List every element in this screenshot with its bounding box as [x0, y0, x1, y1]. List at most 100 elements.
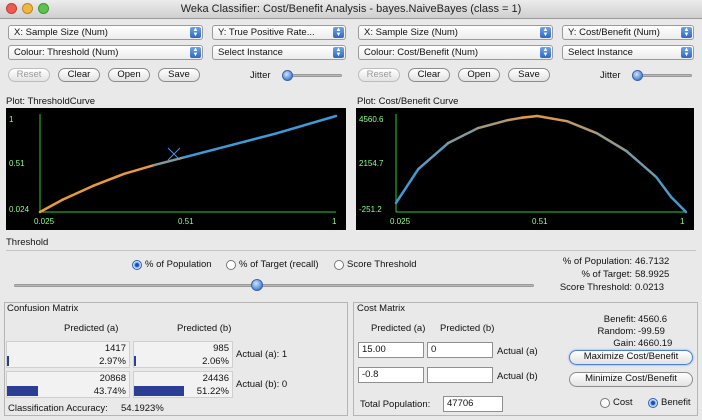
- left-instance-select[interactable]: Select Instance ▲ ▼: [212, 45, 346, 60]
- confusion-bb-percent: 51.22%: [196, 386, 229, 397]
- cost-benefit-curve-segment: [669, 195, 688, 214]
- right-colour-select[interactable]: Colour: Cost/Benefit (Num) ▲ ▼: [358, 45, 553, 60]
- right-instance-select[interactable]: Select Instance ▲ ▼: [562, 45, 694, 60]
- confusion-aa-percent: 2.97%: [99, 356, 126, 367]
- zoom-window-icon[interactable]: [38, 3, 49, 14]
- confusion-bb-bar: [134, 386, 185, 396]
- left-y-axis-label: Y: True Positive Rate...: [218, 27, 315, 38]
- cost-matrix-panel: [353, 302, 698, 416]
- left-plot-title: Plot: ThresholdCurve: [6, 96, 96, 107]
- score-threshold-radio[interactable]: [334, 260, 344, 270]
- cost-aa-input[interactable]: 15.00: [358, 342, 424, 358]
- cost-benefit-curve-segment: [394, 167, 420, 205]
- maximize-cost-benefit-button[interactable]: Maximize Cost/Benefit: [569, 350, 693, 365]
- left-y-axis-select[interactable]: Y: True Positive Rate... ▲ ▼: [212, 25, 346, 40]
- close-window-icon[interactable]: [6, 3, 17, 14]
- left-reset-button[interactable]: Reset: [8, 68, 50, 82]
- cost-benefit-curve-plot[interactable]: 4560.6 2154.7 -251.2 0.025 0.51 1: [356, 108, 694, 230]
- threshold-curve-segment: [274, 123, 307, 135]
- threshold-curve-segment: [122, 163, 156, 176]
- threshold-curve-segment: [152, 156, 186, 167]
- score-threshold-radio-label: Score Threshold: [347, 259, 417, 270]
- left-x-tick: 0.025: [34, 217, 55, 226]
- right-jitter-knob[interactable]: [632, 70, 643, 81]
- target-stat-value: 58.9925: [635, 269, 670, 280]
- target-stat-label: % of Target:: [581, 269, 632, 280]
- left-y-tick: 0.51: [9, 159, 25, 168]
- window-title: Weka Classifier: Cost/Benefit Analysis -…: [180, 3, 522, 15]
- cost-bb-input[interactable]: [427, 367, 493, 383]
- confusion-ab-bar: [134, 356, 137, 366]
- cost-benefit-curve-segment: [476, 118, 509, 130]
- population-radio[interactable]: [132, 260, 142, 270]
- right-y-tick: 4560.6: [359, 115, 384, 124]
- left-save-button[interactable]: Save: [158, 68, 200, 82]
- confusion-col-b-header: Predicted (b): [177, 323, 232, 334]
- cost-benefit-curve-segment: [446, 126, 480, 145]
- minimize-window-icon[interactable]: [22, 3, 33, 14]
- cost-ab-input[interactable]: 0: [427, 342, 493, 358]
- confusion-aa-bar: [7, 356, 10, 366]
- cost-radio[interactable]: [600, 398, 610, 408]
- target-recall-radio[interactable]: [226, 260, 236, 270]
- right-x-axis-select[interactable]: X: Sample Size (Num) ▲ ▼: [358, 25, 553, 40]
- left-jitter-knob[interactable]: [282, 70, 293, 81]
- cost-ba-input[interactable]: -0.8: [358, 367, 424, 383]
- updown-arrow-icon: ▲ ▼: [681, 47, 692, 58]
- cost-row-a-label: Actual (a): [497, 346, 538, 357]
- threshold-curve-segment: [243, 132, 277, 143]
- right-y-tick: -251.2: [359, 205, 382, 214]
- confusion-ba-bar: [7, 386, 39, 396]
- left-open-button[interactable]: Open: [108, 68, 150, 82]
- random-label: Random:: [597, 326, 636, 337]
- score-stat-value: 0.0213: [635, 282, 665, 293]
- right-y-axis-select[interactable]: Y: Cost/Benefit (Num) ▲ ▼: [562, 25, 694, 40]
- threshold-slider-knob[interactable]: [250, 279, 263, 291]
- threshold-curve-segment: [38, 198, 65, 214]
- target-recall-radio-label: % of Target (recall): [239, 259, 319, 270]
- left-colour-select[interactable]: Colour: Threshold (Num) ▲ ▼: [8, 45, 203, 60]
- right-reset-button[interactable]: Reset: [358, 68, 400, 82]
- population-radio-label: % of Population: [145, 259, 212, 270]
- right-plot-title: Plot: Cost/Benefit Curve: [357, 96, 459, 107]
- cost-benefit-curve-segment: [417, 141, 450, 171]
- cost-col-b-header: Predicted (b): [440, 323, 495, 334]
- threshold-curve-segment: [61, 184, 95, 201]
- updown-arrow-icon: ▲ ▼: [540, 47, 551, 58]
- updown-arrow-icon: ▲ ▼: [333, 47, 344, 58]
- threshold-curve-plot[interactable]: 1 0.51 0.024 0.025 0.51 1: [6, 108, 346, 230]
- threshold-curve-segment: [91, 172, 125, 188]
- threshold-slider[interactable]: [14, 284, 534, 287]
- confusion-matrix-panel: [4, 302, 348, 416]
- updown-arrow-icon: ▲ ▼: [190, 27, 201, 38]
- right-x-tick: 1: [680, 217, 685, 226]
- right-save-button[interactable]: Save: [508, 68, 550, 82]
- cost-benefit-curve-segment: [625, 149, 658, 179]
- right-open-button[interactable]: Open: [458, 68, 500, 82]
- minimize-cost-benefit-button[interactable]: Minimize Cost/Benefit: [569, 372, 693, 387]
- left-instance-label: Select Instance: [218, 47, 283, 58]
- confusion-row-a-label: Actual (a): 1: [236, 349, 288, 360]
- confusion-aa-count: 1417: [104, 343, 126, 354]
- benefit-label: Benefit:: [603, 314, 636, 325]
- updown-arrow-icon: ▲ ▼: [190, 47, 201, 58]
- right-y-axis-label: Y: Cost/Benefit (Num): [568, 27, 660, 38]
- confusion-bb-count: 24436: [202, 373, 229, 384]
- left-x-axis-label: X: Sample Size (Num): [14, 27, 108, 38]
- left-clear-button[interactable]: Clear: [58, 68, 100, 82]
- window-titlebar: Weka Classifier: Cost/Benefit Analysis -…: [0, 0, 702, 19]
- population-stat-label: % of Population:: [562, 256, 632, 267]
- right-y-tick: 2154.7: [359, 159, 384, 168]
- updown-arrow-icon: ▲ ▼: [333, 27, 344, 38]
- right-jitter-label: Jitter: [600, 70, 621, 81]
- total-population-field[interactable]: 47706: [443, 396, 503, 412]
- cost-benefit-curve-segment: [521, 114, 539, 119]
- cost-benefit-curve-segment: [536, 114, 569, 123]
- right-instance-label: Select Instance: [568, 47, 633, 58]
- left-x-axis-select[interactable]: X: Sample Size (Num) ▲ ▼: [8, 25, 203, 40]
- right-clear-button[interactable]: Clear: [408, 68, 450, 82]
- benefit-radio[interactable]: [648, 398, 658, 408]
- window-controls: [6, 3, 49, 14]
- left-x-tick: 0.51: [178, 217, 194, 226]
- benefit-radio-label: Benefit: [661, 397, 691, 408]
